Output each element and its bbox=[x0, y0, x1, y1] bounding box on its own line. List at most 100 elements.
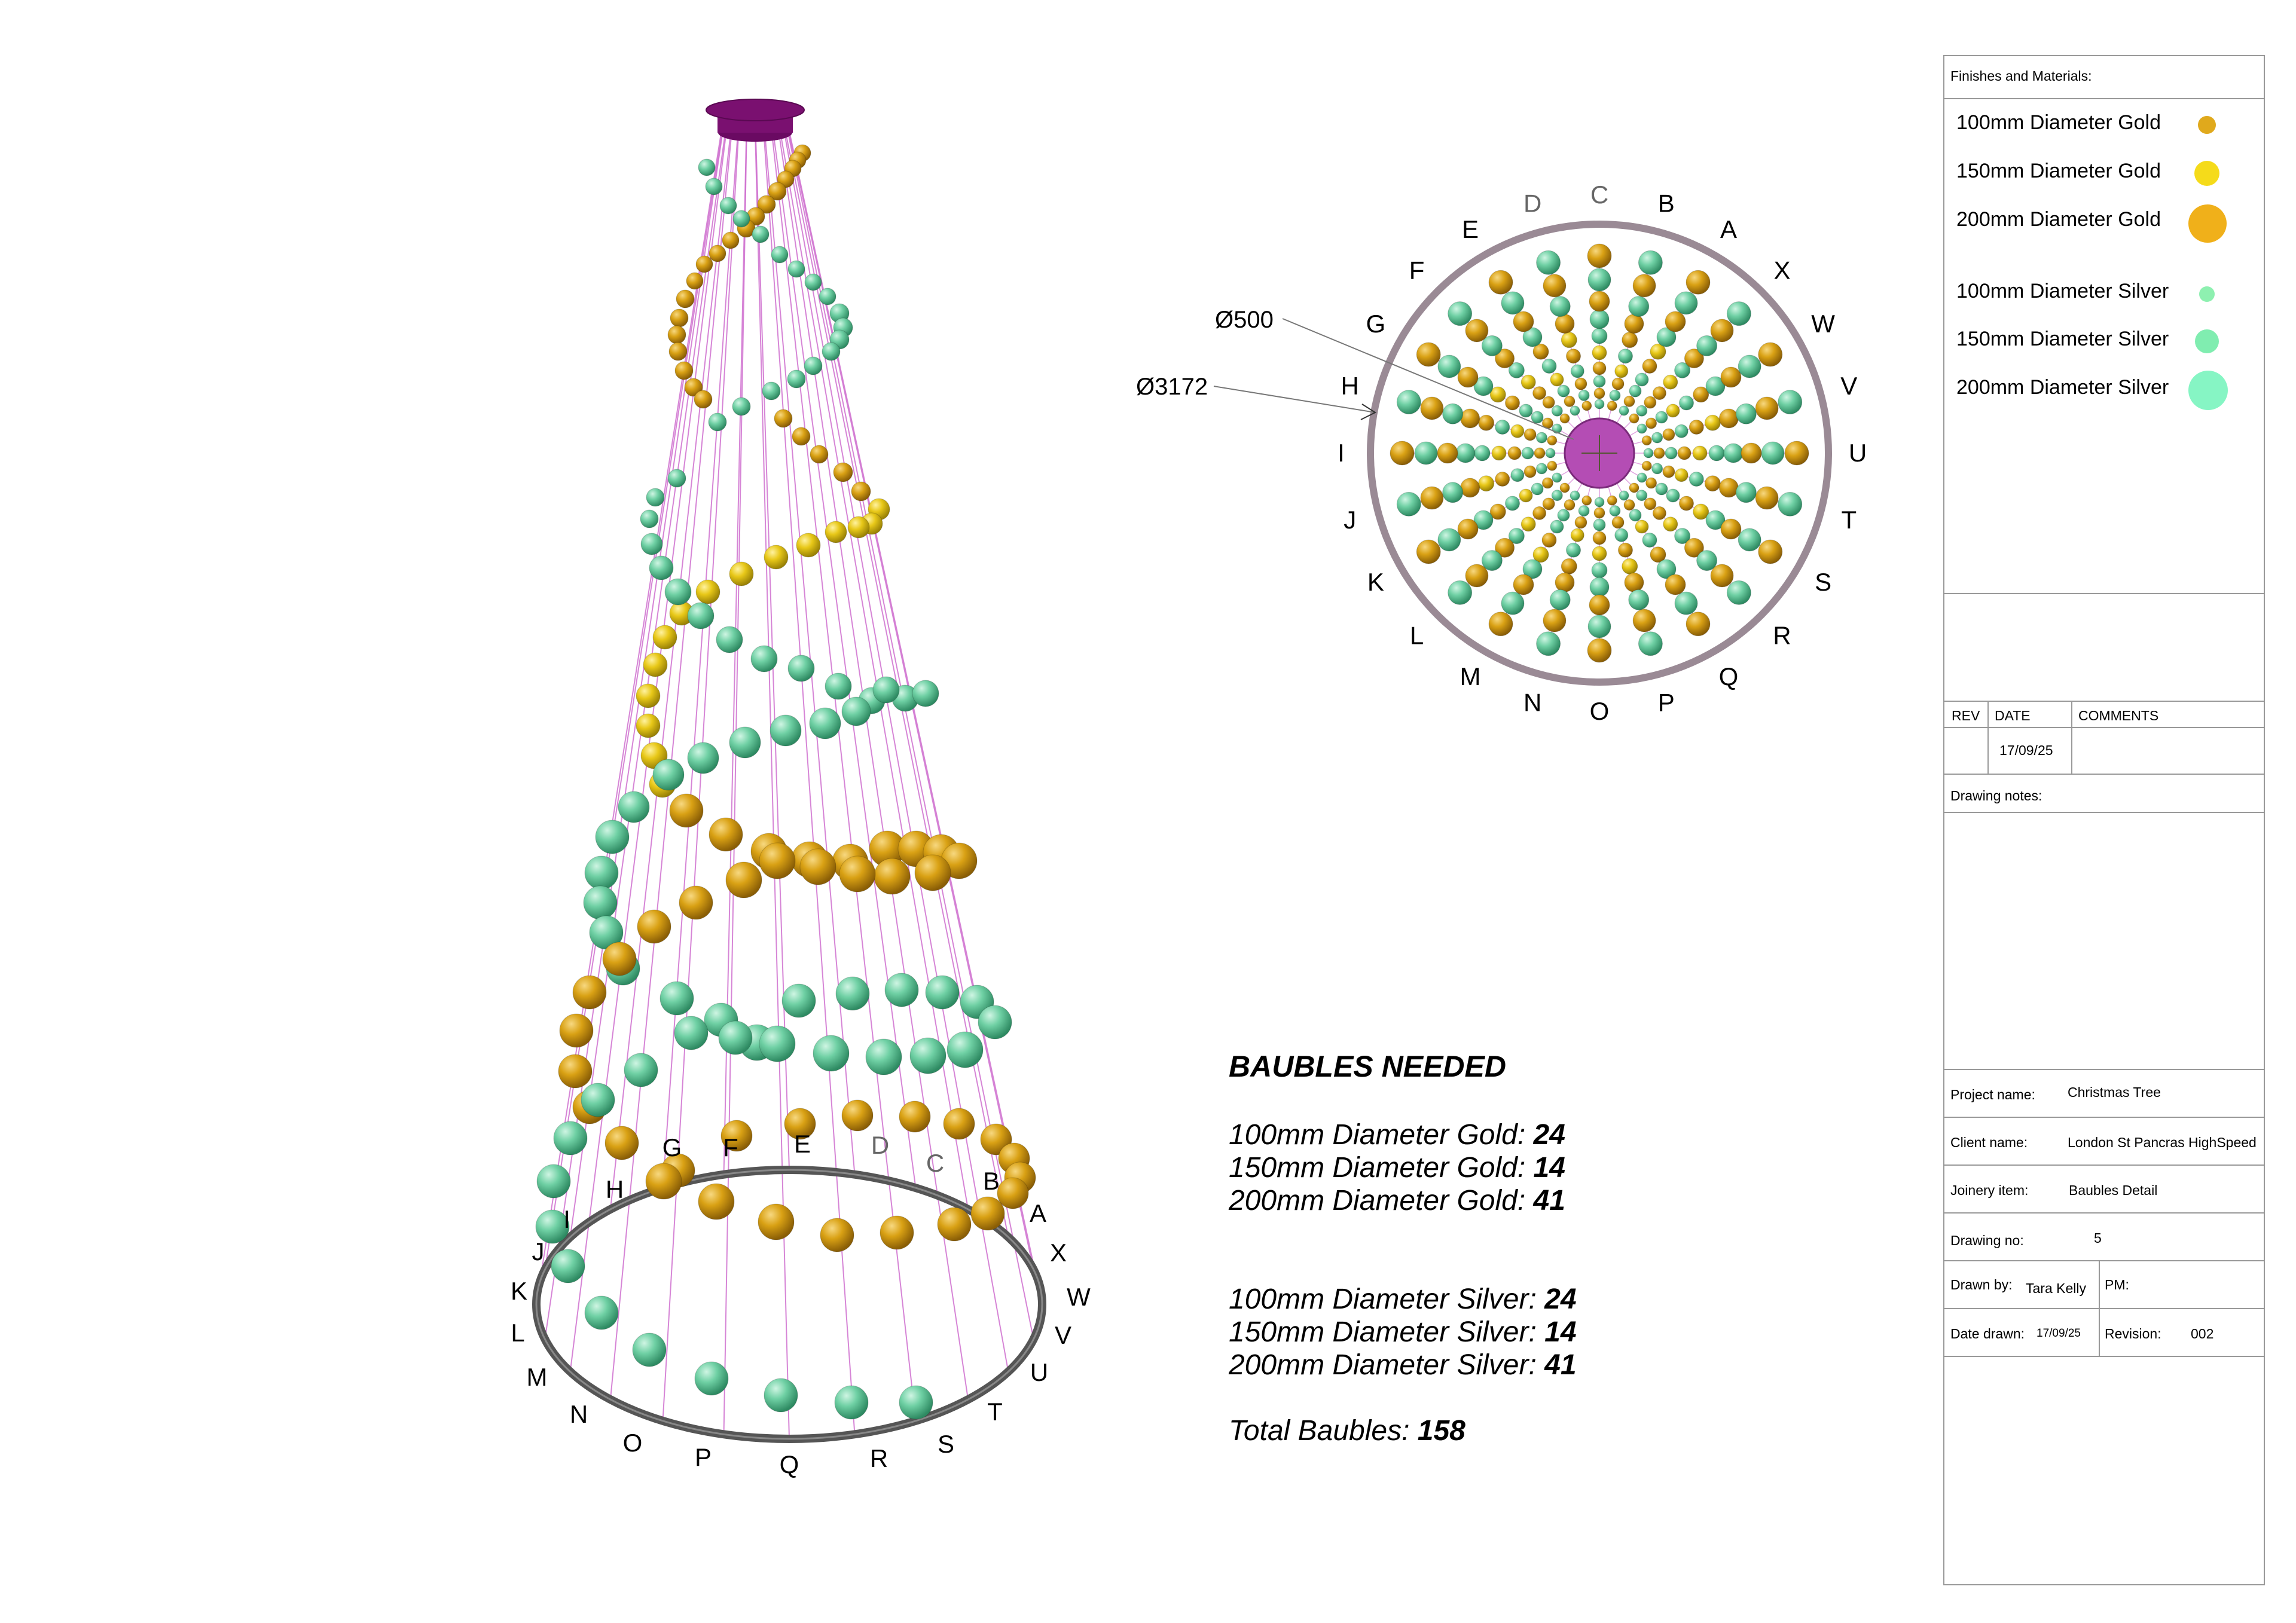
plan-bauble bbox=[1651, 432, 1663, 444]
bauble bbox=[947, 1031, 984, 1068]
bauble bbox=[645, 1163, 682, 1200]
plan-bauble bbox=[1564, 499, 1576, 511]
bauble bbox=[604, 1126, 639, 1160]
bauble bbox=[581, 1083, 615, 1117]
plan-bauble bbox=[1628, 589, 1650, 610]
plan-bauble bbox=[1614, 364, 1629, 378]
project-name-value: Christmas Tree bbox=[2068, 1084, 2161, 1100]
bauble bbox=[729, 561, 754, 586]
plan-letter-c: C bbox=[1590, 181, 1608, 209]
plan-bauble bbox=[1508, 362, 1525, 378]
plan-bauble bbox=[1594, 497, 1605, 508]
bauble bbox=[978, 1005, 1012, 1040]
plan-bauble bbox=[1442, 482, 1464, 503]
plan-bauble bbox=[1589, 594, 1610, 616]
plan-bauble bbox=[1448, 301, 1473, 326]
plan-bauble bbox=[1532, 546, 1549, 563]
hanging-string bbox=[662, 130, 740, 1421]
plan-bauble bbox=[1587, 243, 1612, 268]
plan-bauble bbox=[1651, 463, 1663, 475]
bauble bbox=[719, 197, 737, 215]
elevation-letter-a: A bbox=[1030, 1199, 1046, 1227]
summary-silver-100: 100mm Diameter Silver: 24 bbox=[1229, 1283, 1577, 1315]
elevation-letter-p: P bbox=[695, 1443, 712, 1471]
plan-bauble bbox=[1420, 486, 1444, 510]
plan-bauble bbox=[1457, 366, 1479, 388]
plan-bauble bbox=[1710, 564, 1734, 588]
bauble bbox=[970, 1196, 1005, 1231]
plan-letter-u: U bbox=[1849, 439, 1867, 467]
legend-dot-silver-200 bbox=[2188, 371, 2228, 410]
plan-bauble bbox=[1581, 495, 1592, 506]
hanging-string bbox=[771, 120, 917, 1188]
bauble bbox=[820, 1218, 854, 1252]
bauble bbox=[810, 445, 829, 464]
blank-row bbox=[1944, 594, 2264, 702]
bauble bbox=[709, 817, 743, 852]
dim-outer-label: Ø3172 bbox=[1136, 374, 1208, 400]
bauble bbox=[914, 854, 951, 891]
bauble bbox=[841, 1099, 874, 1132]
plan-bauble bbox=[1420, 396, 1444, 420]
plan-bauble bbox=[1708, 445, 1725, 461]
plan-bauble bbox=[1550, 519, 1564, 534]
plan-bauble bbox=[1592, 546, 1607, 561]
plan-bauble bbox=[1652, 506, 1666, 520]
baubles-summary: BAUBLES NEEDED 100mm Diameter Gold: 24 1… bbox=[1229, 1049, 1767, 1447]
plan-bauble bbox=[1543, 274, 1567, 298]
plan-letter-w: W bbox=[1811, 310, 1835, 338]
plan-bauble bbox=[1593, 507, 1605, 519]
legend-label-silver-100: 100mm Diameter Silver bbox=[1956, 280, 2169, 302]
bauble bbox=[925, 975, 960, 1010]
plan-bauble bbox=[1532, 506, 1547, 520]
plan-outer-ring bbox=[1367, 221, 1832, 686]
bauble bbox=[834, 1385, 869, 1420]
plan-bauble bbox=[1465, 319, 1489, 343]
plan-bauble bbox=[1650, 546, 1666, 563]
elevation-letter-v: V bbox=[1055, 1321, 1071, 1349]
elevation-letter-m: M bbox=[527, 1363, 548, 1391]
plan-bauble bbox=[1726, 580, 1751, 605]
finishes-header-row: Finishes and Materials: bbox=[1944, 56, 2264, 99]
legend-dot-silver-100 bbox=[2199, 286, 2215, 302]
plan-bauble bbox=[1495, 420, 1510, 435]
bauble bbox=[874, 858, 911, 895]
client-name-value: London St Pancras HighSpeed bbox=[2068, 1135, 2257, 1150]
bauble bbox=[602, 942, 637, 976]
plan-bauble bbox=[1718, 478, 1739, 498]
plan-bauble bbox=[1592, 345, 1607, 360]
hanging-strings bbox=[536, 119, 1043, 1439]
plan-bauble bbox=[1460, 408, 1480, 429]
bauble bbox=[774, 409, 793, 428]
bauble bbox=[937, 1207, 972, 1242]
plan-bauble bbox=[1589, 309, 1610, 329]
bauble bbox=[687, 602, 715, 629]
bauble bbox=[652, 625, 677, 650]
plan-bauble bbox=[1541, 532, 1557, 548]
plan-bauble bbox=[1587, 268, 1611, 292]
plan-bauble bbox=[1551, 490, 1563, 502]
plan-bauble bbox=[1513, 311, 1534, 332]
plan-bauble bbox=[1541, 477, 1553, 489]
bauble bbox=[804, 273, 822, 291]
plan-bauble bbox=[1653, 447, 1665, 459]
plan-bauble bbox=[1629, 509, 1642, 522]
bauble bbox=[559, 1013, 594, 1048]
plan-bauble bbox=[1559, 413, 1570, 424]
bauble bbox=[833, 462, 853, 482]
drawing-notes-label: Drawing notes: bbox=[1950, 788, 2042, 803]
plan-bauble bbox=[1488, 270, 1513, 295]
rev-header: REV bbox=[1952, 708, 1980, 723]
plan-bauble bbox=[1532, 386, 1547, 401]
plan-bauble bbox=[1534, 447, 1546, 459]
plan-bauble bbox=[1710, 319, 1734, 343]
bauble bbox=[674, 1016, 709, 1050]
plan-bauble bbox=[1550, 372, 1564, 387]
bauble bbox=[781, 983, 816, 1018]
bauble bbox=[572, 975, 607, 1010]
bauble bbox=[865, 1038, 902, 1075]
elevation-letter-k: K bbox=[511, 1277, 527, 1305]
plan-bauble bbox=[1607, 495, 1617, 506]
plan-bauble bbox=[1644, 396, 1657, 409]
hanging-string bbox=[763, 131, 856, 1435]
